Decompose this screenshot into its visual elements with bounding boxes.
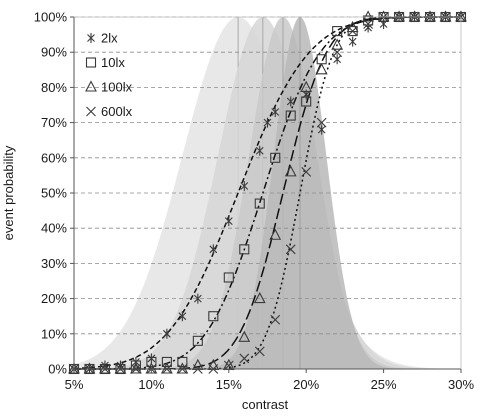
data-point-10lx bbox=[239, 244, 250, 255]
data-point-600lx bbox=[347, 26, 358, 36]
data-point-10lx bbox=[146, 356, 157, 368]
legend-label: 10lx bbox=[101, 55, 125, 70]
y-tick-label: 60% bbox=[41, 150, 67, 165]
data-point-2lx bbox=[147, 353, 156, 364]
data-point-100lx bbox=[424, 10, 436, 22]
y-tick-label: 90% bbox=[41, 45, 67, 60]
x-tick-label: 30% bbox=[448, 377, 474, 392]
x-tick-label: 15% bbox=[216, 377, 242, 392]
data-point-600lx bbox=[363, 19, 374, 29]
data-point-100lx bbox=[393, 10, 405, 22]
data-point-10lx bbox=[301, 96, 312, 107]
data-point-100lx bbox=[253, 291, 266, 304]
data-point-100lx bbox=[300, 80, 313, 92]
data-point-10lx bbox=[192, 335, 203, 346]
tick-labels: 0% 10% 20% 30% 40% 50% 60% 70% 80% 90% 100% 5% 10% 15… bbox=[34, 10, 475, 393]
y-tick-label: 70% bbox=[41, 115, 67, 130]
data-point-600lx bbox=[316, 117, 327, 128]
data-point-2lx bbox=[255, 145, 264, 156]
data-point-100lx bbox=[284, 165, 297, 177]
data-point-100lx bbox=[130, 362, 142, 374]
data-point-100lx bbox=[99, 362, 111, 374]
data-point-2lx bbox=[193, 293, 202, 304]
data-point-100lx bbox=[362, 10, 375, 22]
legend: 2lx 10lx 100lx 600lx bbox=[85, 31, 133, 119]
data-point-2lx bbox=[209, 244, 218, 255]
data-point-10lx bbox=[285, 110, 296, 121]
data-point-100lx bbox=[408, 10, 421, 22]
data-point-10lx bbox=[208, 311, 219, 322]
data-point-100lx bbox=[315, 63, 328, 75]
x-axis-title: contrast bbox=[242, 397, 289, 412]
data-point-10lx bbox=[223, 272, 234, 283]
data-point-2lx bbox=[317, 124, 326, 135]
distribution-area-4 bbox=[74, 17, 461, 369]
data-point-600lx bbox=[301, 166, 312, 177]
data-point-600lx bbox=[254, 346, 265, 357]
data-point-2lx bbox=[286, 96, 295, 107]
data-point-10lx bbox=[177, 356, 188, 368]
data-point-600lx bbox=[239, 353, 250, 364]
data-point-100lx bbox=[176, 362, 189, 374]
data-point-2lx bbox=[224, 216, 233, 227]
y-tick-label: 0% bbox=[48, 362, 67, 377]
y-tick-label: 20% bbox=[41, 291, 67, 306]
data-point-2lx bbox=[271, 107, 280, 118]
axes bbox=[70, 16, 462, 373]
data-point-2lx bbox=[348, 36, 357, 47]
data-point-600lx bbox=[223, 360, 234, 371]
x-tick-label: 25% bbox=[371, 377, 397, 392]
legend-marker-2lx bbox=[87, 33, 95, 43]
data-point-100lx bbox=[238, 330, 251, 342]
legend-marker-600lx bbox=[86, 106, 96, 117]
data-point-2lx bbox=[333, 54, 342, 65]
data-point-600lx bbox=[270, 314, 281, 325]
data-point-2lx bbox=[263, 117, 272, 128]
distribution-area-3 bbox=[74, 17, 461, 369]
y-tick-label: 50% bbox=[41, 186, 67, 201]
data-point-100lx bbox=[377, 10, 390, 22]
fit-curve-600lx bbox=[74, 16, 461, 370]
data-point-10lx bbox=[130, 360, 141, 371]
x-tick-label: 10% bbox=[138, 377, 164, 392]
data-point-100lx bbox=[83, 362, 96, 374]
y-tick-label: 10% bbox=[41, 326, 67, 341]
data-point-100lx bbox=[269, 228, 282, 240]
data-point-10lx bbox=[332, 26, 343, 37]
data-point-2lx bbox=[178, 311, 187, 322]
data-point-600lx bbox=[285, 244, 296, 255]
data-point-2lx bbox=[132, 356, 140, 367]
legend-label: 2lx bbox=[101, 31, 118, 46]
data-point-10lx bbox=[270, 152, 281, 163]
x-tick-label: 20% bbox=[293, 377, 319, 392]
data-point-10lx bbox=[161, 356, 172, 368]
legend-marker-100lx bbox=[85, 80, 97, 92]
y-tick-label: 100% bbox=[34, 10, 68, 25]
data-point-100lx bbox=[160, 362, 173, 374]
legend-marker-10lx bbox=[85, 57, 97, 68]
data-point-2lx bbox=[240, 180, 249, 191]
y-tick-label: 30% bbox=[41, 256, 67, 271]
data-point-100lx bbox=[114, 362, 127, 374]
data-point-10lx bbox=[254, 198, 265, 209]
legend-label: 100lx bbox=[101, 80, 133, 95]
data-point-2lx bbox=[162, 328, 171, 339]
y-tick-label: 80% bbox=[41, 80, 67, 95]
data-point-600lx bbox=[332, 47, 343, 58]
y-tick-label: 40% bbox=[41, 221, 67, 236]
y-axis-title: event probability bbox=[1, 145, 16, 240]
data-point-100lx bbox=[439, 10, 452, 22]
data-point-100lx bbox=[331, 38, 344, 50]
x-tick-label: 5% bbox=[65, 377, 84, 392]
legend-label: 600lx bbox=[101, 104, 133, 119]
